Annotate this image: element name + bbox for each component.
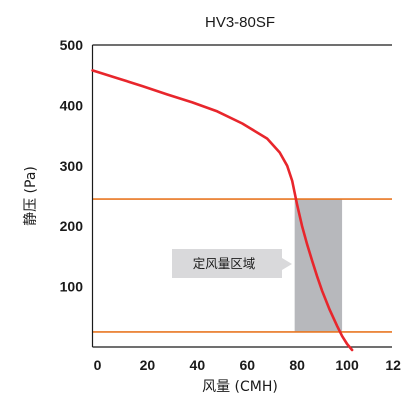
y-tick-label-300: 300: [60, 158, 84, 174]
y-tick-label-400: 400: [60, 97, 84, 113]
region-rect: [294, 199, 343, 332]
y-tick-label-100: 100: [60, 279, 84, 295]
reference-lines: [92, 198, 392, 333]
y-tick-label-500: 500: [60, 37, 84, 53]
region-annotation: 定风量区域: [172, 249, 292, 278]
plot-frame: [91, 44, 392, 348]
x-axis-label: 风量 (CMH): [202, 379, 278, 395]
y-tick-labels: 100 200 300 400 500: [60, 37, 84, 295]
x-tick-label-120: 120: [385, 357, 401, 373]
y-tick-label-200: 200: [60, 218, 84, 234]
x-tick-label-80: 80: [289, 357, 305, 373]
x-tick-label-100: 100: [335, 357, 359, 373]
x-tick-label-40: 40: [190, 357, 206, 373]
x-tick-label-60: 60: [239, 357, 255, 373]
series-layer: [91, 69, 354, 352]
chart-title: HV3-80SF: [205, 14, 275, 31]
region-label: 定风量区域: [193, 256, 256, 271]
series-line-1: [91, 69, 354, 352]
x-tick-label-20: 20: [140, 357, 156, 373]
region-callout-box: [172, 249, 292, 278]
x-tick-labels: 0 20 40 60 80 100 120: [94, 357, 401, 373]
constant-airflow-region: [294, 199, 343, 332]
y-axis-label: 静压 (Pa): [23, 166, 39, 226]
x-tick-label-0: 0: [94, 357, 102, 373]
